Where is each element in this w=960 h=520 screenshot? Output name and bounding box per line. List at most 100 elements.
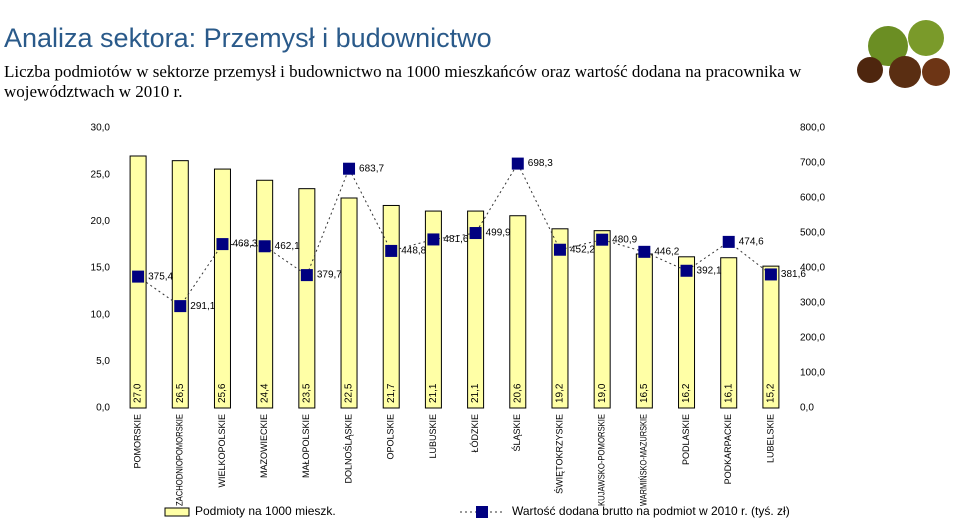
bar-value-label: 21,1 <box>470 383 481 403</box>
x-tick-label: PODLASKIE <box>681 414 691 465</box>
y-tick-label: 10,0 <box>91 309 111 320</box>
line-marker <box>722 235 735 248</box>
y-tick-label: 30,0 <box>91 123 111 134</box>
legend-label: Wartość dodana brutto na podmiot w 2010 … <box>512 504 790 518</box>
x-tick-label: PODKARPACKIE <box>723 414 733 484</box>
line-value-label: 452,2 <box>570 244 595 255</box>
bar <box>467 210 485 409</box>
line-marker <box>680 264 693 277</box>
line-value-label: 468,3 <box>232 239 257 250</box>
bar <box>762 265 780 409</box>
bar <box>720 257 738 409</box>
y-tick-label: 0,0 <box>96 403 110 414</box>
line-marker <box>638 245 651 258</box>
x-tick-label: LUBELSKIE <box>765 414 775 463</box>
x-tick-label: DOLNOŚLĄSKIE <box>342 414 353 484</box>
line-marker <box>553 243 566 256</box>
line-marker <box>385 244 398 257</box>
legend-swatch <box>476 506 488 518</box>
bar-value-label: 26,5 <box>175 383 186 403</box>
line-marker <box>469 227 482 240</box>
bar-value-label: 15,2 <box>766 383 777 403</box>
bar-value-label: 16,2 <box>681 383 692 403</box>
bar-value-label: 16,5 <box>639 383 650 403</box>
bar <box>509 215 527 409</box>
x-tick-label: MAŁOPOLSKIE <box>301 414 311 478</box>
y2-tick-label: 400,0 <box>800 263 825 274</box>
x-tick-label: ŁÓDZKIE <box>470 414 480 453</box>
y2-tick-label: 500,0 <box>800 228 825 239</box>
line-value-label: 291,1 <box>190 301 215 312</box>
line-value-label: 379,7 <box>317 270 342 281</box>
line-marker <box>596 233 609 246</box>
bar-value-label: 20,6 <box>512 383 523 403</box>
bar-value-label: 21,1 <box>428 383 439 403</box>
x-tick-label: POMORSKIE <box>132 414 142 469</box>
line-value-label: 683,7 <box>359 163 384 174</box>
bar <box>424 210 442 409</box>
bar <box>593 230 611 409</box>
legend-swatch <box>164 507 190 517</box>
bar-value-label: 19,0 <box>597 383 608 403</box>
x-tick-label: ZACHODNIOPOMORSKIE <box>175 414 185 506</box>
line-marker <box>132 270 145 283</box>
line-marker <box>300 269 313 282</box>
bar-value-label: 16,1 <box>723 383 734 403</box>
legend-label: Podmioty na 1000 mieszk. <box>195 504 336 518</box>
line-marker <box>174 300 187 313</box>
x-tick-label: ŚLĄSKIE <box>511 414 522 452</box>
line-value-label: 381,6 <box>781 269 806 280</box>
y-tick-label: 5,0 <box>96 356 110 367</box>
line-value-label: 499,9 <box>486 228 511 239</box>
bar <box>256 179 274 409</box>
bar <box>551 228 569 409</box>
chestnut-decoration <box>857 20 950 88</box>
x-tick-label: LUBUSKIE <box>428 414 438 459</box>
line-value-label: 392,1 <box>697 265 722 276</box>
line-marker <box>511 157 524 170</box>
line-marker <box>258 240 271 253</box>
bar-value-label: 24,4 <box>259 383 270 403</box>
subtitle-box: Liczba podmiotów w sektorze przemysł i b… <box>4 62 802 101</box>
line-value-label: 448,8 <box>401 246 426 257</box>
bar-value-label: 23,5 <box>301 383 312 403</box>
bar <box>340 197 358 409</box>
bar-value-label: 21,7 <box>386 383 397 403</box>
bar-value-label: 19,2 <box>555 383 566 403</box>
x-tick-label: ŚWIĘTOKRZYSKIE <box>553 414 564 494</box>
line-marker <box>343 162 356 175</box>
y-tick-label: 20,0 <box>91 216 111 227</box>
y2-tick-label: 0,0 <box>800 403 814 414</box>
y2-tick-label: 700,0 <box>800 158 825 169</box>
bar <box>382 204 400 409</box>
line-marker <box>764 268 777 281</box>
bar-value-label: 22,5 <box>344 383 355 403</box>
bar <box>213 168 231 409</box>
y2-tick-label: 100,0 <box>800 368 825 379</box>
line-value-label: 481,6 <box>443 234 468 245</box>
chart-title: Analiza sektora: Przemysł i budownictwo <box>4 23 492 53</box>
y2-tick-label: 300,0 <box>800 298 825 309</box>
chart-subtitle: Liczba podmiotów w sektorze przemysł i b… <box>4 62 802 101</box>
line-marker <box>427 233 440 246</box>
y-tick-label: 15,0 <box>91 263 111 274</box>
line-value-label: 446,2 <box>654 246 679 257</box>
bar-value-label: 27,0 <box>133 383 144 403</box>
bar <box>171 160 189 409</box>
y2-tick-label: 800,0 <box>800 123 825 134</box>
bar-value-label: 25,6 <box>217 383 228 403</box>
y2-tick-label: 200,0 <box>800 333 825 344</box>
bar <box>678 256 696 409</box>
x-tick-label: OPOLSKIE <box>386 414 396 460</box>
x-tick-label: WIELKOPOLSKIE <box>217 414 227 488</box>
line-value-label: 462,1 <box>275 241 300 252</box>
y2-tick-label: 600,0 <box>800 193 825 204</box>
line-value-label: 474,6 <box>739 237 764 248</box>
line-value-label: 480,9 <box>612 234 637 245</box>
y-tick-label: 25,0 <box>91 169 111 180</box>
line <box>137 162 772 307</box>
line-value-label: 698,3 <box>528 158 553 169</box>
line-value-label: 375,4 <box>148 271 173 282</box>
x-tick-label: WARMIŃSKO-MAZURSKIE <box>639 414 649 506</box>
